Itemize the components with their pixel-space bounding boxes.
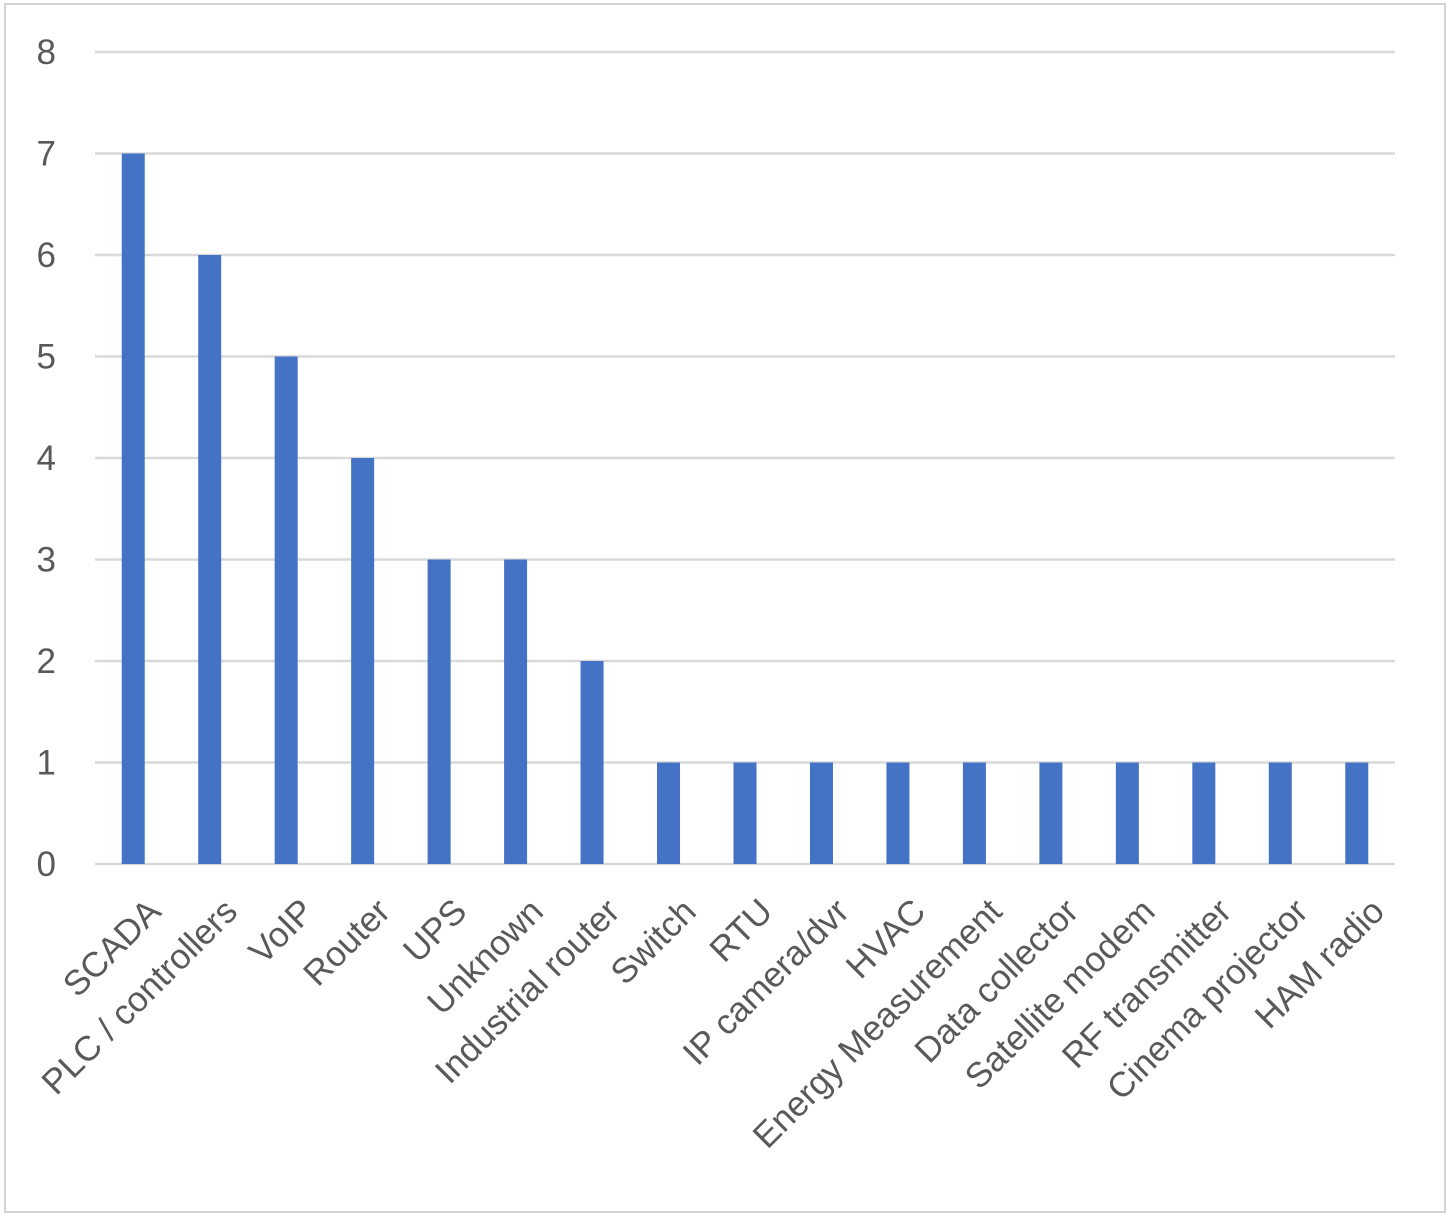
y-tick-label: 6 [37, 236, 56, 275]
bar-router [351, 458, 375, 864]
y-tick-label: 3 [37, 541, 56, 580]
x-tick-label: Switch [603, 892, 703, 992]
bar-voip [274, 356, 298, 864]
bars [121, 153, 1369, 864]
bar-plc-controllers [198, 255, 222, 864]
y-tick-label: 5 [37, 338, 56, 377]
y-tick-label: 4 [37, 439, 56, 478]
bar-hvac [886, 762, 910, 864]
bar-ham-radio [1345, 762, 1369, 864]
bar-ups [427, 559, 451, 864]
bar-unknown [504, 559, 528, 864]
bar-switch [657, 762, 681, 864]
bar-scada [121, 153, 145, 864]
bar-energy-measurement [962, 762, 986, 864]
chart-frame [4, 3, 1446, 1213]
y-tick-label: 1 [37, 744, 56, 783]
gridlines [95, 50, 1395, 866]
bar-satellite-modem [1115, 762, 1139, 864]
bar-rtu [733, 762, 757, 864]
bar-cinema-projector [1268, 762, 1292, 864]
y-tick-label: 7 [37, 135, 56, 174]
bar-industrial-router [580, 661, 604, 864]
bar-rf-transmitter [1192, 762, 1216, 864]
y-tick-label: 0 [37, 845, 56, 884]
x-tick-label: Router [296, 891, 398, 993]
y-tick-label: 2 [37, 642, 56, 681]
y-axis-tick-labels: 0 1 2 3 4 5 6 7 8 [37, 33, 56, 884]
y-tick-label: 8 [37, 33, 56, 72]
bar-ip-camera-dvr [809, 762, 833, 864]
bar-data-collector [1039, 762, 1063, 864]
